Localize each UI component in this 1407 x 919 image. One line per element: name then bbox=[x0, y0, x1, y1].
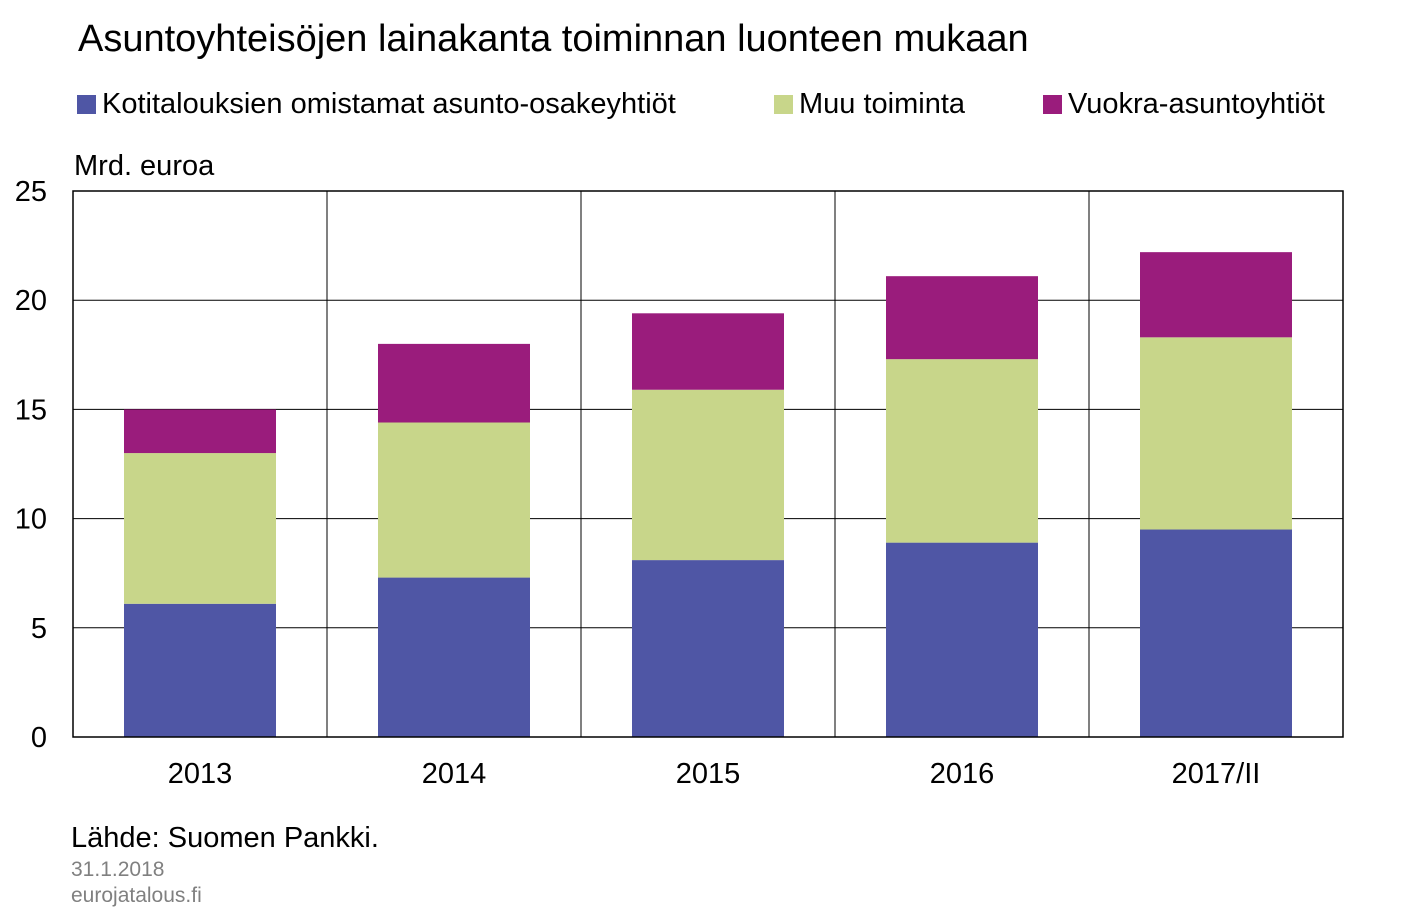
y-tick-label-4: 20 bbox=[15, 285, 47, 317]
bar-segment-1-0 bbox=[378, 577, 530, 737]
bar-segment-4-2 bbox=[1140, 252, 1292, 338]
legend-label-vuokra: Vuokra-asuntoyhtiöt bbox=[1068, 88, 1325, 120]
legend: Kotitalouksien omistamat asunto-osakeyht… bbox=[0, 88, 1407, 124]
site-name: eurojatalous.fi bbox=[71, 884, 202, 907]
chart-title: Asuntoyhteisöjen lainakanta toiminnan lu… bbox=[78, 18, 1029, 60]
x-tick-label-2: 2015 bbox=[676, 758, 741, 790]
y-tick-label-2: 10 bbox=[15, 504, 47, 536]
bar-segment-2-0 bbox=[632, 560, 784, 737]
bar-segment-3-1 bbox=[886, 359, 1038, 543]
legend-swatch-muu-toiminta bbox=[774, 95, 793, 114]
x-tick-labels: 2013 2014 2015 2016 2017/II bbox=[168, 758, 1261, 790]
legend-swatch-kotitaloudet bbox=[77, 95, 96, 114]
legend-item-kotitaloudet: Kotitalouksien omistamat asunto-osakeyht… bbox=[77, 88, 676, 121]
bar-segment-4-1 bbox=[1140, 337, 1292, 530]
bar-segment-3-0 bbox=[886, 542, 1038, 737]
bar-segment-0-1 bbox=[124, 453, 276, 604]
bar-segment-3-2 bbox=[886, 276, 1038, 360]
bars bbox=[124, 252, 1292, 737]
legend-item-muu-toiminta: Muu toiminta bbox=[774, 88, 965, 121]
bar-segment-1-1 bbox=[378, 422, 530, 578]
bar-segment-4-0 bbox=[1140, 529, 1292, 737]
y-axis-unit-label: Mrd. euroa bbox=[74, 150, 215, 182]
bar-segment-1-2 bbox=[378, 343, 530, 423]
bar-segment-2-2 bbox=[632, 313, 784, 390]
legend-label-kotitaloudet: Kotitalouksien omistamat asunto-osakeyht… bbox=[102, 88, 676, 120]
bar-segment-0-0 bbox=[124, 603, 276, 737]
source-note: Lähde: Suomen Pankki. bbox=[71, 822, 379, 854]
bar-segment-0-2 bbox=[124, 409, 276, 454]
plot-frame bbox=[72, 190, 1344, 738]
x-tick-label-4: 2017/II bbox=[1172, 758, 1261, 790]
y-tick-label-3: 15 bbox=[15, 394, 47, 426]
y-tick-label-0: 0 bbox=[31, 722, 47, 754]
x-tick-label-3: 2016 bbox=[930, 758, 995, 790]
x-tick-label-1: 2014 bbox=[422, 758, 487, 790]
y-tick-label-1: 5 bbox=[31, 613, 47, 645]
y-tick-labels: 0 5 10 15 20 25 bbox=[15, 176, 47, 754]
y-tick-label-5: 25 bbox=[15, 176, 47, 208]
legend-swatch-vuokra bbox=[1043, 95, 1062, 114]
legend-item-vuokra: Vuokra-asuntoyhtiöt bbox=[1043, 88, 1325, 121]
x-tick-label-0: 2013 bbox=[168, 758, 233, 790]
bar-segment-2-1 bbox=[632, 389, 784, 561]
legend-label-muu-toiminta: Muu toiminta bbox=[799, 88, 966, 120]
publish-date: 31.1.2018 bbox=[71, 858, 165, 881]
